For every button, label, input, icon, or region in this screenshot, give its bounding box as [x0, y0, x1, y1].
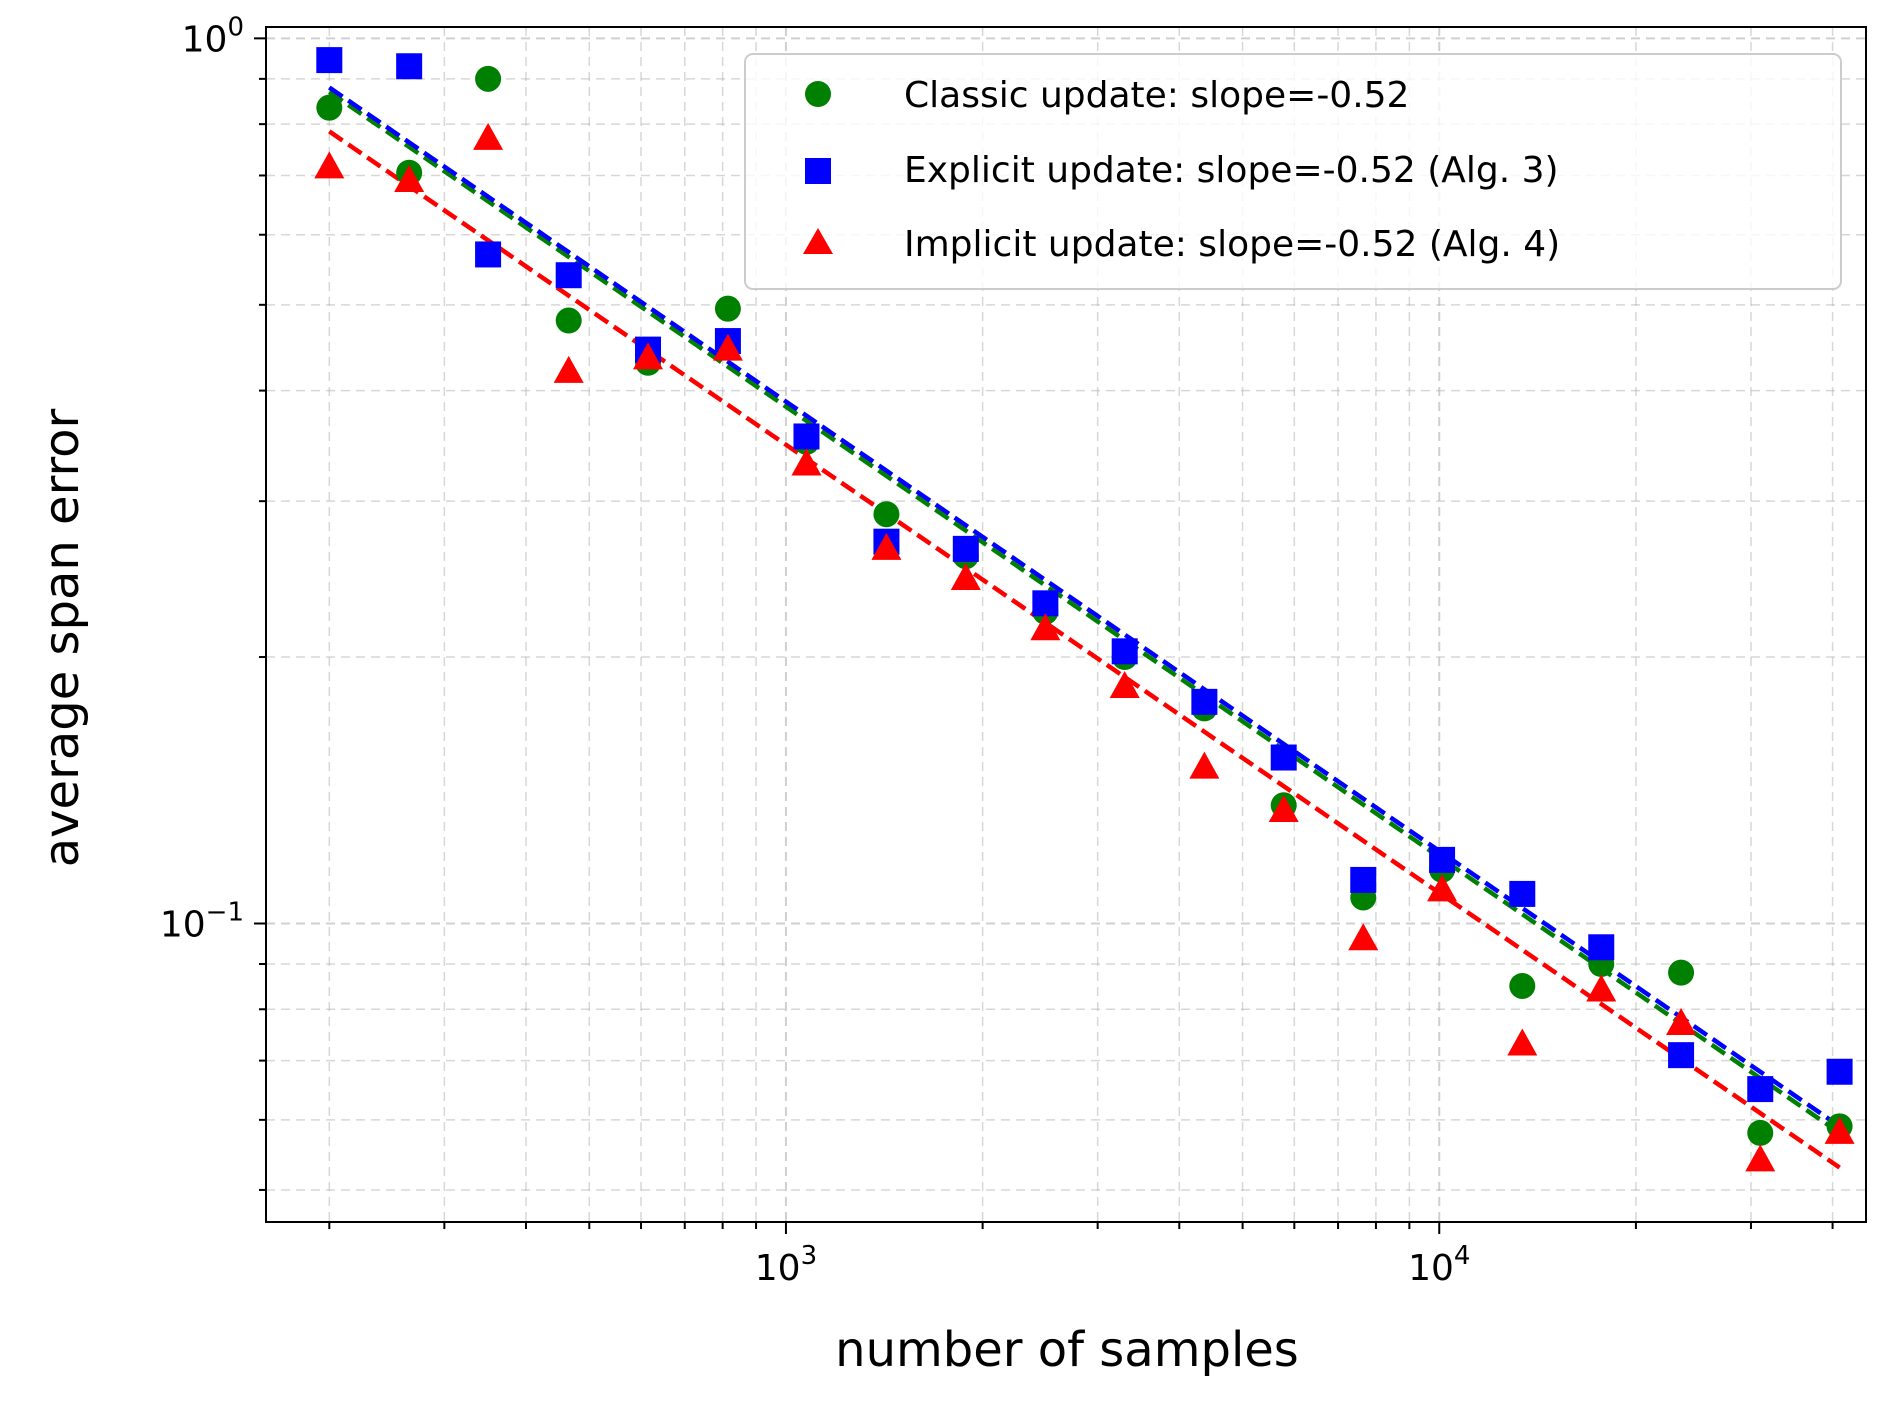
implicit-point: [1427, 874, 1458, 902]
explicit-point: [1111, 638, 1138, 665]
explicit-point: [793, 423, 820, 450]
legend-label-classic: Classic update: slope=-0.52: [904, 75, 1409, 116]
explicit-point: [396, 53, 423, 80]
implicit-point: [791, 448, 822, 476]
implicit-point: [473, 122, 504, 150]
implicit-point: [1348, 923, 1379, 951]
explicit-point: [1032, 590, 1059, 617]
implicit-point: [1507, 1028, 1538, 1056]
implicit-point: [1745, 1144, 1776, 1172]
axis-ticks: 103 104 100 10−1: [160, 12, 1834, 1289]
implicit-point: [314, 151, 345, 179]
classic-point: [1747, 1119, 1774, 1146]
implicit-point: [1030, 613, 1061, 641]
legend: Classic update: slope=-0.52 Explicit upd…: [744, 53, 1842, 290]
x-tick-label: 104: [1408, 1241, 1470, 1289]
explicit-point: [1429, 846, 1456, 873]
explicit-point: [1588, 934, 1615, 961]
implicit-point: [1268, 794, 1299, 822]
implicit-point: [633, 342, 664, 370]
implicit-point: [712, 333, 743, 361]
legend-marker-triangle: [803, 228, 833, 254]
explicit-point: [555, 262, 582, 289]
legend-label-explicit: Explicit update: slope=-0.52 (Alg. 3): [904, 150, 1559, 191]
y-axis-title: average span error: [34, 408, 90, 867]
implicit-point: [1824, 1116, 1855, 1144]
plot-area-frame: [265, 26, 1867, 1223]
explicit-point: [1747, 1076, 1774, 1103]
explicit-point: [1826, 1058, 1853, 1085]
explicit-point: [316, 47, 343, 74]
implicit-point: [1109, 671, 1140, 699]
fit-line-triangle: [328, 129, 1841, 1170]
legend-label-implicit: Implicit update: slope=-0.52 (Alg. 4): [904, 224, 1560, 265]
x-axis-title: number of samples: [835, 1322, 1299, 1378]
classic-point: [316, 94, 343, 121]
x-tick-label: 103: [755, 1241, 817, 1289]
classic-point: [1668, 959, 1695, 986]
explicit-point: [1509, 880, 1536, 907]
implicit-point: [950, 563, 981, 591]
implicit-point: [871, 532, 902, 560]
explicit-point: [1350, 866, 1377, 893]
legend-entry-implicit: Implicit update: slope=-0.52 (Alg. 4): [803, 224, 1560, 265]
legend-entry-explicit: Explicit update: slope=-0.52 (Alg. 3): [805, 150, 1559, 191]
explicit-point: [952, 535, 979, 562]
explicit-point: [1668, 1042, 1695, 1069]
implicit-point: [1586, 974, 1617, 1002]
legend-marker-circle: [805, 81, 831, 107]
y-tick-label: 100: [182, 12, 244, 60]
explicit-point: [1191, 688, 1218, 715]
y-tick-label: 10−1: [160, 897, 244, 945]
classic-point: [1509, 972, 1536, 999]
implicit-point: [1189, 751, 1220, 779]
classic-point: [475, 65, 502, 92]
classic-point: [714, 295, 741, 322]
explicit-point: [475, 241, 502, 268]
legend-entry-classic: Classic update: slope=-0.52: [805, 75, 1409, 116]
legend-box: [744, 53, 1842, 290]
explicit-point: [1270, 744, 1297, 771]
classic-point: [873, 501, 900, 528]
fit-line-square: [328, 85, 1841, 1129]
classic-point: [555, 307, 582, 334]
data-markers: [314, 47, 1855, 1172]
implicit-point: [394, 165, 425, 193]
legend-marker-square: [805, 158, 831, 184]
implicit-point: [1666, 1007, 1697, 1035]
implicit-point: [553, 355, 584, 383]
